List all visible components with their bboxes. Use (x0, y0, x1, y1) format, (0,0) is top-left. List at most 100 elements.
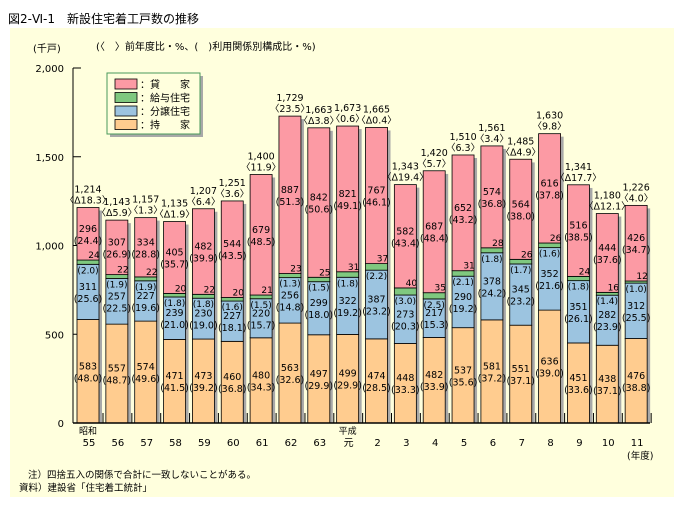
bar-segment-rental (480, 145, 504, 249)
value-label-owned: 460 (223, 372, 241, 383)
share-label-issued: (1.6) (222, 303, 243, 313)
x-tick-label: 元 (344, 438, 354, 449)
yoy-label: 〈3.6〉 (215, 189, 249, 200)
bar-segment-rental (105, 219, 129, 276)
total-label: 1,663 (305, 105, 332, 116)
share-label-sale: (19.2) (449, 304, 478, 315)
share-label-owned: (34.3) (247, 382, 276, 393)
share-label-sale: (22.5) (103, 303, 132, 314)
value-label-issued: 31 (463, 262, 474, 272)
total-label: 1,207 (190, 186, 217, 197)
bar-shadow (560, 136, 564, 424)
y-tick-label: 2,000 (35, 64, 64, 75)
yoy-label: 〈Δ1.9〉 (154, 210, 195, 221)
value-label-owned: 480 (252, 370, 270, 381)
share-label-owned: (38.8) (622, 383, 651, 394)
share-label-issued: (1.7) (510, 266, 531, 276)
value-label-sale: 273 (396, 309, 414, 320)
share-label-sale: (14.8) (276, 302, 305, 313)
share-label-rental: (46.1) (362, 198, 391, 209)
bar-shadow (618, 216, 622, 423)
value-label-owned: 563 (281, 363, 299, 374)
total-label: 1,673 (334, 103, 361, 114)
legend-swatch-issued (114, 92, 138, 103)
value-label-owned: 581 (483, 361, 501, 372)
share-label-issued: (1.5) (308, 284, 329, 294)
x-tick-label: 9 (576, 438, 582, 449)
value-label-issued: 22 (146, 268, 157, 278)
yoy-label: 〈Δ0.4〉 (356, 115, 397, 126)
bar-shadow (589, 187, 593, 423)
share-label-issued: (2.0) (77, 266, 98, 276)
share-label-issued: (1.8) (164, 299, 185, 309)
share-label-owned: (29.9) (333, 381, 362, 392)
bar-segment-rental (220, 200, 244, 298)
value-label-rental: 582 (396, 226, 414, 237)
chart-subtitle: (〈 〉前年度比・%、( )利用関係別構成比・%) (96, 40, 316, 53)
share-label-issued: (1.9) (106, 281, 127, 291)
value-label-sale: 282 (598, 310, 616, 321)
total-label: 1,665 (363, 104, 390, 115)
bar-segment-rental (365, 127, 388, 265)
bar-segment-rental (163, 221, 186, 294)
value-label-issued: 23 (290, 265, 301, 275)
x-tick-label: 59 (198, 438, 211, 449)
value-label-sale: 345 (512, 285, 530, 296)
share-label-owned: (37.1) (593, 386, 622, 397)
value-label-owned: 451 (569, 373, 587, 384)
value-label-rental: 307 (108, 237, 126, 248)
value-label-sale: 290 (454, 292, 472, 303)
yoy-label: 〈0.6〉 (331, 114, 365, 125)
data-labels: 583(48.0)311(25.6)24(2.0)296(24.4)1,214〈… (65, 93, 654, 397)
share-label-issued: (1.8) (337, 279, 358, 289)
share-label-sale: (25.6) (74, 294, 103, 305)
value-label-owned: 499 (339, 369, 357, 380)
bar-segment-rental (624, 204, 648, 282)
bar-shadow (531, 162, 535, 423)
share-label-owned: (29.9) (305, 381, 334, 392)
share-label-rental: (50.6) (305, 205, 334, 216)
yoy-label: 〈Δ12.1〉 (584, 202, 631, 213)
bar-segment-rental (509, 158, 533, 260)
share-label-sale: (18.1) (218, 323, 247, 334)
share-label-issued: (1.0) (625, 285, 646, 295)
y-axis: 0 500 1,000 1,500 2,000 (35, 64, 81, 430)
total-label: 1,226 (623, 182, 650, 193)
x-tick-label: 63 (313, 438, 326, 449)
value-label-issued: 20 (175, 284, 187, 294)
value-label-sale: 256 (281, 290, 299, 301)
bar-shadow (647, 208, 651, 423)
value-label-owned: 636 (541, 357, 559, 368)
yoy-label: 〈3.4〉 (475, 134, 509, 145)
value-label-owned: 476 (627, 371, 645, 382)
bars (76, 115, 652, 424)
share-label-issued: (2.1) (452, 278, 473, 288)
share-label-rental: (48.5) (247, 237, 276, 248)
value-label-issued: 26 (550, 234, 562, 244)
share-label-rental: (35.7) (160, 259, 189, 270)
share-label-rental: (36.8) (478, 199, 507, 210)
share-label-sale: (23.2) (506, 297, 535, 308)
bar-shadow (156, 220, 160, 423)
value-label-owned: 583 (79, 361, 97, 372)
yoy-label: 〈9.8〉 (533, 122, 567, 133)
total-label: 1,630 (536, 111, 563, 122)
legend-label-sale: ：分譲住宅 (140, 105, 190, 118)
value-label-rental: 482 (194, 242, 212, 253)
bar-shadow (185, 224, 189, 423)
x-axis-unit: (年度) (627, 450, 653, 462)
value-label-issued: 12 (636, 272, 647, 282)
value-label-rental: 334 (137, 237, 155, 248)
value-label-rental: 516 (569, 221, 587, 232)
x-tick-label: 2 (374, 438, 380, 449)
value-label-sale: 227 (137, 291, 155, 302)
value-label-rental: 679 (252, 225, 270, 236)
value-label-issued: 22 (117, 266, 128, 276)
bar-shadow (358, 129, 362, 424)
value-label-sale: 312 (627, 301, 645, 312)
share-label-owned: (39.2) (189, 383, 218, 394)
y-tick-label: 500 (45, 330, 64, 341)
share-label-sale: (19.2) (333, 308, 362, 319)
share-label-issued: (3.0) (395, 297, 416, 307)
yoy-label: 〈5.7〉 (417, 159, 451, 170)
